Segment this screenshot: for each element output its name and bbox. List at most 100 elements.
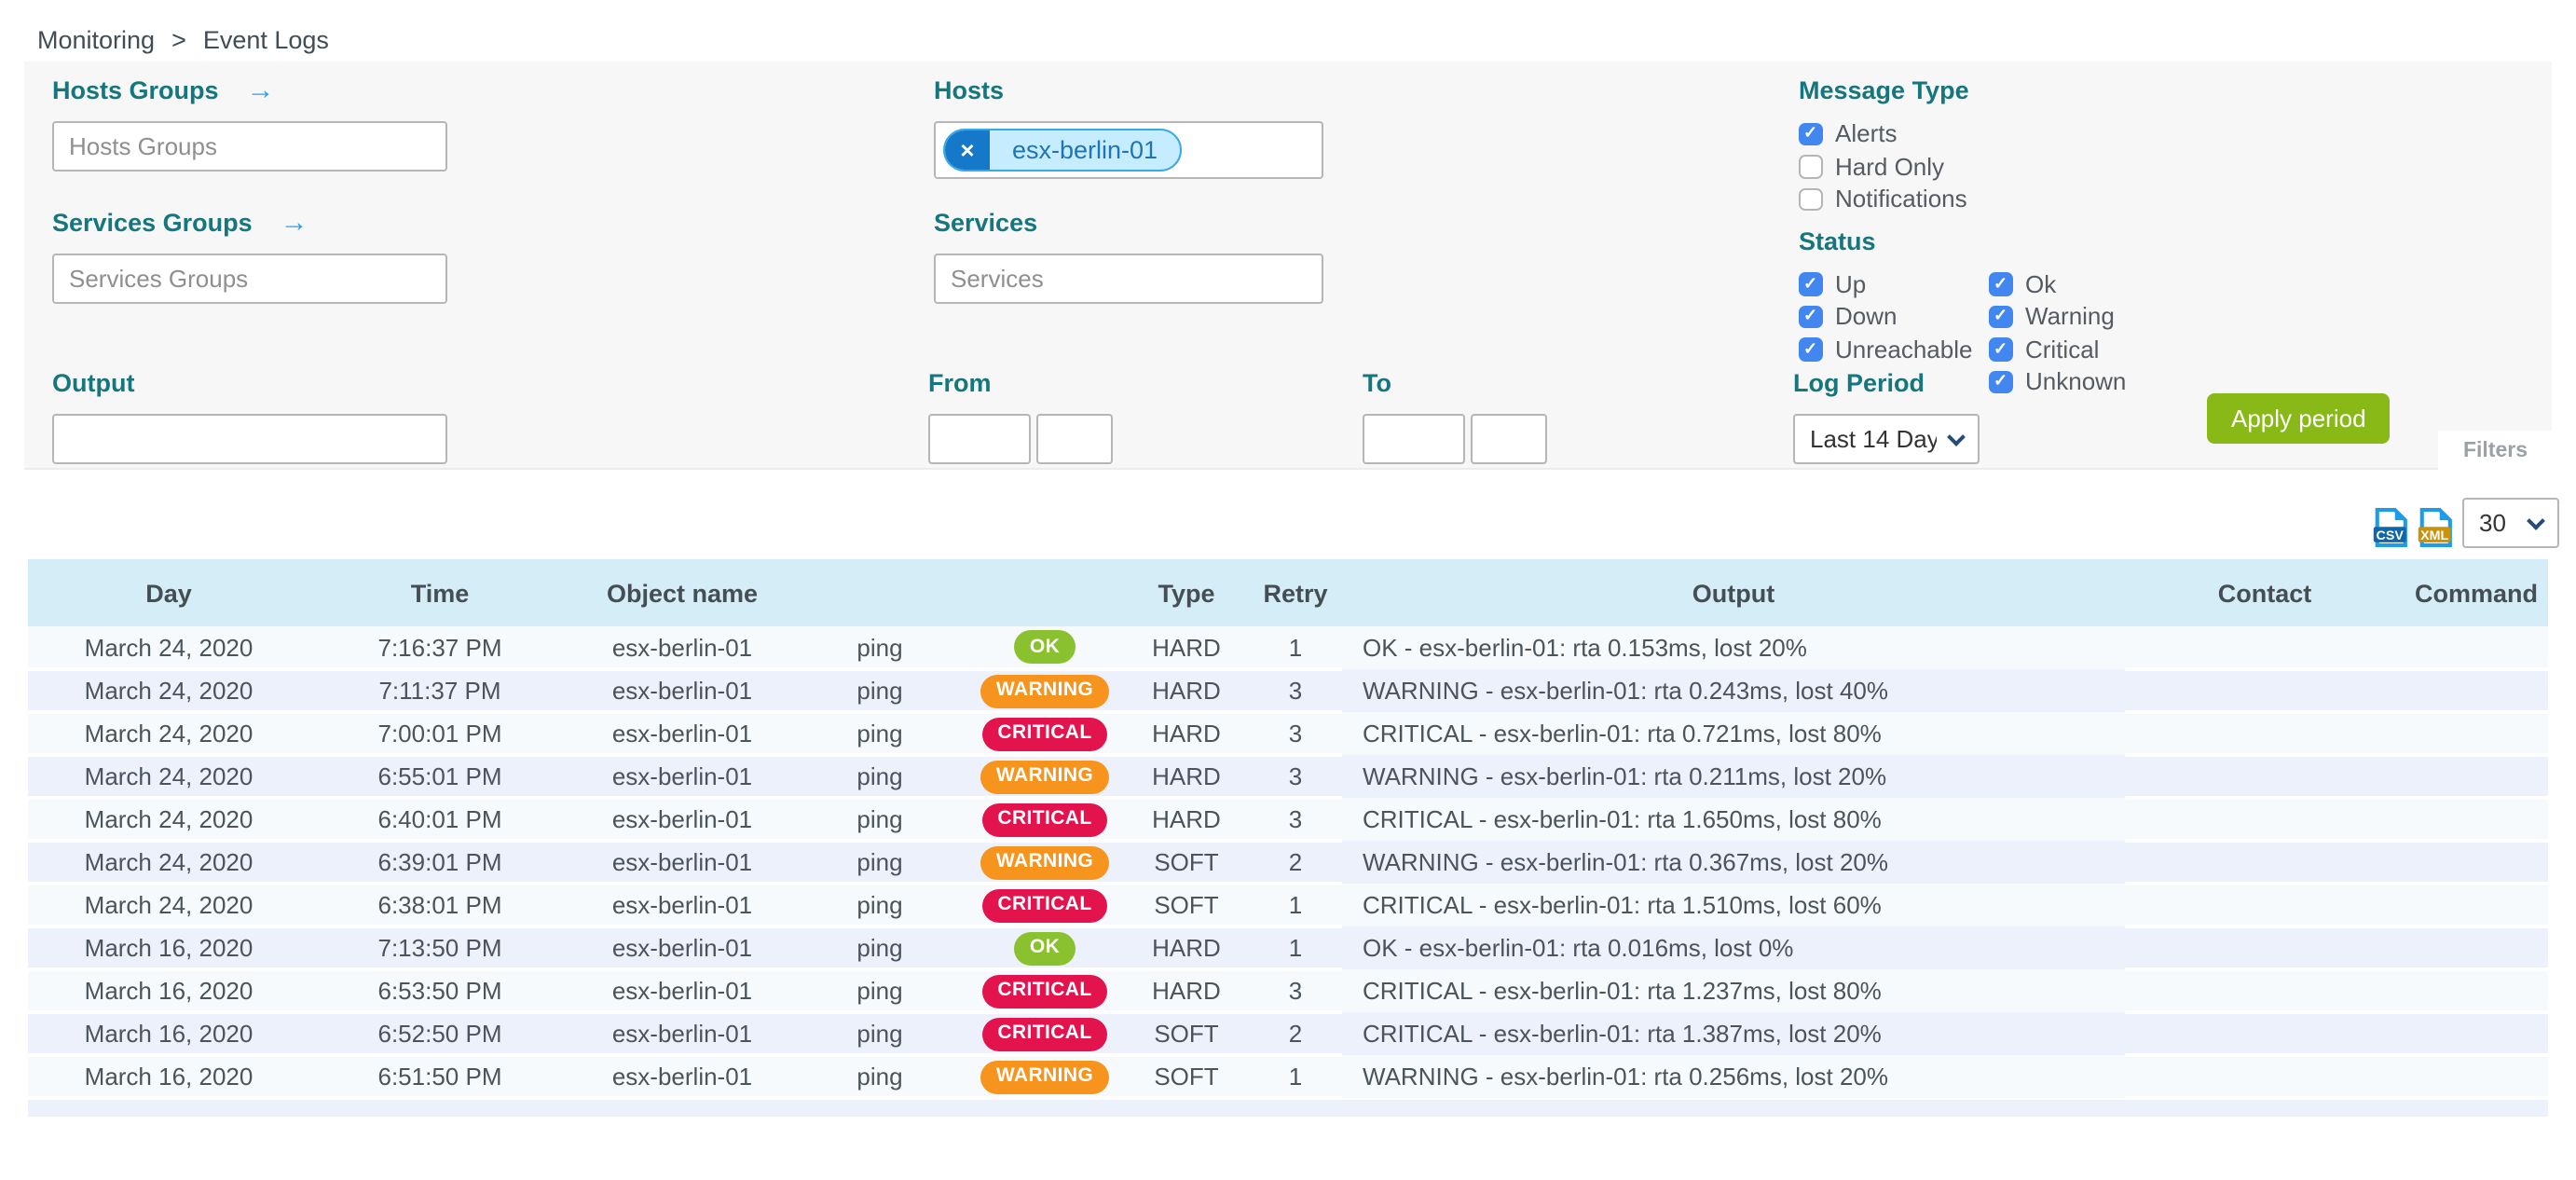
arrow-right-icon[interactable]: → [246,75,275,106]
status-checkbox-down[interactable]: ✓ [1799,305,1822,328]
status-checkbox-unknown[interactable]: ✓ [1989,370,2012,393]
services-groups-input[interactable] [52,254,447,304]
time-cell: 6:55:01 PM [309,755,570,800]
breadcrumb-item-monitoring[interactable]: Monitoring [37,26,156,54]
hosts-input[interactable]: × esx-berlin-01 [934,121,1323,179]
xml-export-icon[interactable]: XML [2418,507,2453,548]
type-cell: SOFT [1124,884,1249,928]
table-row: March 24, 2020 6:40:01 PM esx-berlin-01 pin… [28,798,2548,843]
time-cell: 7:11:37 PM [309,669,570,714]
retry-cell: 2 [1249,841,1342,885]
status-option-label: Down [1835,302,1898,331]
status-option-critical: ✓ Critical [1989,333,2126,365]
status-cell: OK [966,626,1124,671]
type-cell: HARD [1124,926,1249,971]
status-checkbox-ok[interactable]: ✓ [1989,272,2012,295]
hosts-groups-input[interactable] [52,121,447,172]
host-chip: × esx-berlin-01 [943,129,1183,172]
command-cell [2405,841,2548,885]
retry-cell: 3 [1249,798,1342,843]
output-cell: WARNING - esx-berlin-01: rta 0.367ms, lo… [1342,841,2125,884]
output-cell: WARNING - esx-berlin-01: rta 0.243ms, lo… [1342,669,2125,712]
status-option-label: Warning [2025,302,2115,331]
csv-export-icon[interactable]: CSV [2373,507,2408,548]
breadcrumb: Monitoring > Event Logs [0,0,2576,56]
status-checkbox-critical[interactable]: ✓ [1989,337,2012,361]
command-cell [2405,1012,2548,1057]
column-header-type: Type [1124,559,1249,626]
output-cell: CRITICAL - esx-berlin-01: rta 1.237ms, l… [1342,969,2125,1012]
contact-cell [2125,884,2405,928]
to-time-input[interactable] [1471,414,1547,464]
status-cell: CRITICAL [966,969,1124,1014]
page-size-select[interactable]: 30 [2462,498,2559,548]
retry-cell: 1 [1249,926,1342,971]
to-label-text: To [1363,369,1391,397]
to-date-input[interactable] [1363,414,1465,464]
status-checkbox-warning[interactable]: ✓ [1989,305,2012,328]
service-cell: ping [794,755,966,800]
chip-remove-icon[interactable]: × [945,130,990,170]
status-cell: CRITICAL [966,798,1124,843]
contact-cell [2125,798,2405,843]
table-row: March 24, 2020 7:11:37 PM esx-berlin-01 pin… [28,669,2548,714]
object-name-cell: esx-berlin-01 [570,1012,794,1057]
table-row: March 24, 2020 6:39:01 PM esx-berlin-01 pin… [28,841,2548,885]
column-header-time: Time [309,559,570,626]
status-checkbox-unreachable[interactable]: ✓ [1799,337,1822,361]
output-cell: WARNING - esx-berlin-01: rta 0.256ms, lo… [1342,1055,2125,1098]
output-cell: CRITICAL - esx-berlin-01: rta 1.510ms, l… [1342,884,2125,926]
status-badge: WARNING [980,760,1109,794]
services-groups-label: Services Groups → [52,209,447,237]
status-option-down: ✓ Down [1799,300,1989,333]
status-cell: WARNING [966,1055,1124,1100]
arrow-right-icon[interactable]: → [280,207,308,239]
status-badge: WARNING [980,845,1109,880]
xml-icon-label: XML [2420,528,2448,543]
table-row: March 16, 2020 6:53:50 PM esx-berlin-01 pin… [28,969,2548,1014]
day-cell: March 16, 2020 [28,969,309,1014]
table-row: March 24, 2020 7:00:01 PM esx-berlin-01 pin… [28,712,2548,757]
output-input[interactable] [52,414,447,464]
day-cell: March 24, 2020 [28,626,309,671]
status-checkbox-up[interactable]: ✓ [1799,272,1822,295]
message-type-checkbox-hard-only[interactable] [1799,155,1822,178]
status-option-label: Critical [2025,335,2100,364]
contact-cell [2125,1012,2405,1057]
output-cell: OK - esx-berlin-01: rta 0.016ms, lost 0% [1342,926,2125,969]
command-cell [2405,884,2548,928]
contact-cell [2125,712,2405,757]
partial-cell [28,1098,2548,1117]
type-cell: HARD [1124,755,1249,800]
time-cell: 6:52:50 PM [309,1012,570,1057]
service-cell: ping [794,926,966,971]
object-name-cell: esx-berlin-01 [570,926,794,971]
column-header-retry: Retry [1249,559,1342,626]
status-cell: WARNING [966,841,1124,885]
day-cell: March 24, 2020 [28,712,309,757]
chip-label: esx-berlin-01 [1012,136,1158,164]
message-type-checkbox-notifications[interactable] [1799,187,1822,211]
retry-cell: 1 [1249,626,1342,671]
output-cell: WARNING - esx-berlin-01: rta 0.211ms, lo… [1342,755,2125,798]
filters-tab[interactable]: Filters [2438,431,2552,475]
day-cell: March 24, 2020 [28,884,309,928]
object-name-cell: esx-berlin-01 [570,669,794,714]
output-label: Output [52,369,447,397]
services-label: Services [934,209,1323,237]
event-logs-table: Day Time Object name Type Retry Output Contact… [28,559,2548,1117]
apply-period-button[interactable]: Apply period [2207,393,2391,444]
services-input[interactable] [934,254,1323,304]
table-row: March 16, 2020 7:13:50 PM esx-berlin-01 pin… [28,926,2548,971]
output-cell: OK - esx-berlin-01: rta 0.153ms, lost 20… [1342,626,2125,669]
from-time-input[interactable] [1036,414,1113,464]
log-period-select[interactable]: Last 14 Days [1793,414,1980,464]
service-cell: ping [794,798,966,843]
type-cell: HARD [1124,626,1249,671]
status-badge: OK [1014,931,1076,966]
from-date-input[interactable] [928,414,1031,464]
message-type-checkbox-alerts[interactable]: ✓ [1799,122,1822,145]
retry-cell: 1 [1249,1055,1342,1100]
contact-cell [2125,841,2405,885]
